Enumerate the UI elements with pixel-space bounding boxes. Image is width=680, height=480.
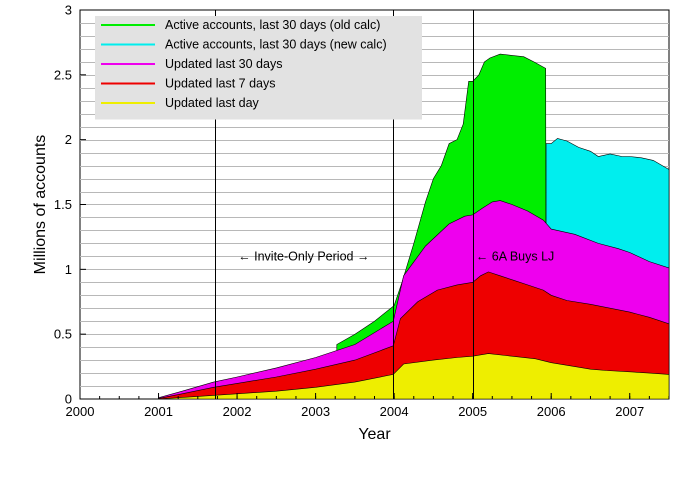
legend-label: Updated last 7 days: [165, 77, 276, 91]
x-tick-label: 2007: [615, 404, 644, 419]
y-axis-title: Millions of accounts: [32, 135, 49, 275]
legend-label: Updated last day: [165, 96, 260, 110]
x-tick-label: 2005: [458, 404, 487, 419]
y-tick-label: 2.5: [54, 67, 72, 82]
annotations: ← Invite-Only Period → ← 6A Buys LJ: [238, 249, 554, 263]
y-tick-label: 0: [65, 392, 72, 407]
y-tick-label: 1.5: [54, 197, 72, 212]
legend-label: Active accounts, last 30 days (old calc): [165, 18, 380, 32]
x-tick-label: 2002: [223, 404, 252, 419]
series-areas: [158, 53, 670, 400]
x-tick-label: 2006: [537, 404, 566, 419]
y-tick-label: 2: [65, 132, 72, 147]
y-tick-label: 1: [65, 262, 72, 277]
y-tick-label: 0.5: [54, 327, 72, 342]
axis-ticks: 2000 2001 2002 2003 2004 2005 2006 2007 0 0.5 1 1.5…: [54, 3, 670, 419]
annotation-1: ← 6A Buys LJ: [476, 249, 555, 263]
x-tick-label: 2001: [144, 404, 173, 419]
legend: Active accounts, last 30 days (old calc)…: [95, 16, 422, 120]
annotation-0: ← Invite-Only Period →: [238, 249, 369, 263]
legend-label: Active accounts, last 30 days (new calc): [165, 38, 387, 52]
x-tick-label: 2004: [380, 404, 409, 419]
x-tick-label: 2003: [301, 404, 330, 419]
x-tick-label: 2000: [66, 404, 95, 419]
legend-label: Updated last 30 days: [165, 57, 282, 71]
series-area-4: [158, 353, 670, 400]
x-axis-title: Year: [358, 426, 391, 443]
y-tick-label: 3: [65, 3, 72, 18]
